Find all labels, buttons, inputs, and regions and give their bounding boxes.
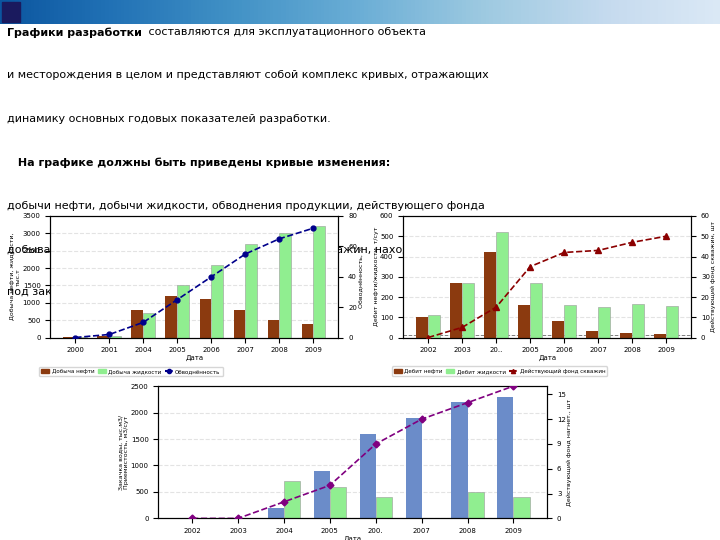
Text: На графике должны быть приведены кривые изменения:: На графике должны быть приведены кривые … — [14, 157, 390, 168]
Bar — [233, 310, 246, 338]
Bar — [485, 252, 496, 338]
Y-axis label: Действующий фонд скважин, шт: Действующий фонд скважин, шт — [711, 221, 716, 332]
Bar — [330, 487, 346, 518]
Bar — [467, 492, 484, 518]
Bar — [564, 305, 576, 338]
Bar — [666, 306, 678, 338]
Bar — [654, 334, 666, 338]
Bar — [405, 418, 422, 518]
Bar — [212, 265, 223, 338]
Bar — [302, 323, 313, 338]
Bar — [177, 286, 189, 338]
Bar — [376, 497, 392, 518]
Bar — [632, 304, 644, 338]
Bar — [284, 481, 300, 518]
X-axis label: Дата: Дата — [538, 355, 557, 361]
Y-axis label: Обводнённость, %: Обводнённость, % — [359, 246, 364, 308]
Bar — [268, 320, 279, 338]
Bar — [621, 333, 632, 338]
Bar — [530, 283, 542, 338]
Bar — [518, 305, 530, 338]
Bar — [313, 226, 325, 338]
Bar — [416, 317, 428, 338]
Bar — [268, 508, 284, 518]
Bar — [552, 321, 564, 338]
Bar — [132, 310, 143, 338]
X-axis label: Дата: Дата — [343, 536, 362, 540]
Bar — [109, 335, 121, 338]
Legend: Добыча нефти, Добыча жидкости, Обводнённость: Добыча нефти, Добыча жидкости, Обводнённ… — [39, 367, 222, 376]
Y-axis label: Действующий фонд нагнет., шт: Действующий фонд нагнет., шт — [567, 399, 572, 506]
Bar — [314, 471, 330, 518]
Bar — [598, 307, 610, 338]
Y-axis label: Добыча нефти, жидкости,
тыс.т: Добыча нефти, жидкости, тыс.т — [11, 233, 22, 321]
Y-axis label: Дебит нефти/жидкости, т/сут: Дебит нефти/жидкости, т/сут — [374, 227, 379, 327]
Bar — [450, 283, 462, 338]
Bar — [143, 313, 156, 338]
Bar — [97, 336, 109, 338]
Text: под закачкой, закачки воды и приемистость за год.: под закачкой, закачки воды и приемистост… — [7, 287, 315, 298]
Bar — [199, 299, 212, 338]
Bar — [513, 497, 529, 518]
Bar — [360, 434, 376, 518]
Bar — [2, 2, 20, 22]
X-axis label: Дата: Дата — [185, 355, 204, 361]
Text: Графики разработки: Графики разработки — [7, 27, 142, 37]
Bar — [498, 397, 513, 518]
Y-axis label: Закачка воды, тыс.м3/
Приемистость, м3/сут: Закачка воды, тыс.м3/ Приемистость, м3/с… — [119, 415, 130, 490]
Text: и месторождения в целом и представляют собой комплекс кривых, отражающих: и месторождения в целом и представляют с… — [7, 70, 489, 80]
Bar — [166, 296, 177, 338]
Bar — [279, 233, 292, 338]
Text: добывающих скважин, количества нагнетательных скважин, находящихся: добывающих скважин, количества нагнетате… — [7, 244, 454, 254]
Bar — [496, 232, 508, 338]
Legend: Дебит нефти, Дебит жидкости, Действующий фонд скважин: Дебит нефти, Дебит жидкости, Действующий… — [392, 367, 608, 376]
Bar — [246, 244, 257, 338]
Bar — [451, 402, 467, 518]
Text: составляются для эксплуатационного объекта: составляются для эксплуатационного объек… — [145, 27, 426, 37]
Bar — [586, 332, 598, 338]
Text: добычи нефти, добычи жидкости, обводнения продукции, действующего фонда: добычи нефти, добычи жидкости, обводнени… — [7, 201, 485, 211]
Text: динамику основных годовых показателей разработки.: динамику основных годовых показателей ра… — [7, 114, 331, 124]
Bar — [462, 283, 474, 338]
Bar — [428, 315, 440, 338]
